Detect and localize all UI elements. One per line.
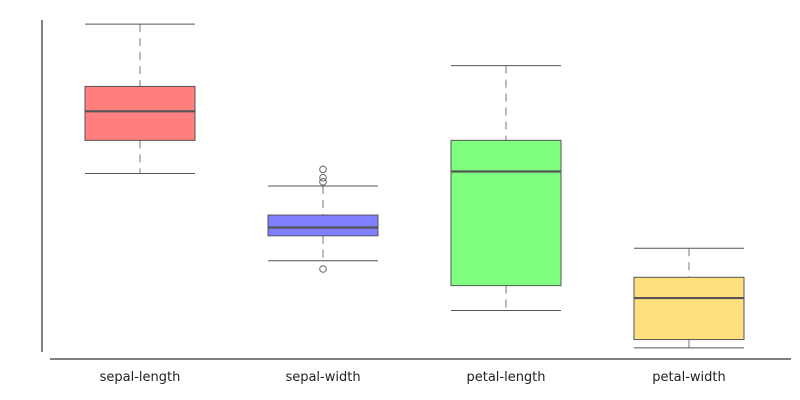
boxes-layer: [84, 23, 745, 349]
x-tick-label-petal-length: petal-length: [466, 370, 545, 385]
outlier-point-sepal-width: [319, 265, 327, 273]
box-group-sepal-length: [84, 23, 196, 175]
x-tick-labels: sepal-length sepal-width petal-length petal…: [100, 370, 726, 385]
x-tick-label-sepal-width: sepal-width: [285, 370, 360, 385]
box-sepal-length: [84, 85, 196, 141]
box-sepal-width: [267, 214, 379, 237]
box-petal-width: [633, 276, 745, 341]
box-group-petal-length: [450, 65, 562, 311]
outlier-point-sepal-width: [319, 178, 327, 186]
outlier-point-sepal-width: [319, 173, 327, 182]
x-tick-label-petal-width: petal-width: [652, 370, 725, 385]
box-group-petal-width: [633, 247, 745, 349]
x-tick-label-sepal-length: sepal-length: [100, 370, 181, 385]
box-group-sepal-width: [267, 165, 379, 273]
outlier-point-sepal-width: [319, 165, 327, 174]
box-petal-length: [450, 139, 562, 287]
